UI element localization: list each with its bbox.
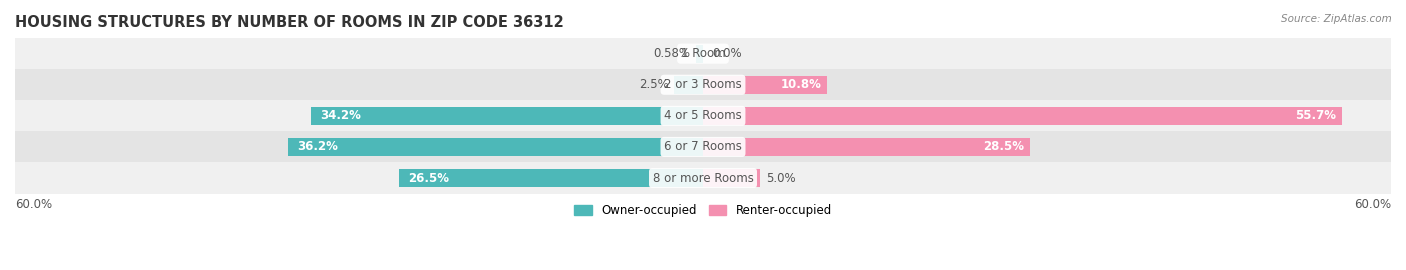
Bar — [703, 138, 1029, 156]
Bar — [15, 69, 1391, 100]
Bar — [15, 100, 1391, 131]
Text: 2.5%: 2.5% — [638, 78, 669, 91]
Text: 4 or 5 Rooms: 4 or 5 Rooms — [664, 109, 742, 122]
Text: 55.7%: 55.7% — [1295, 109, 1336, 122]
Text: 26.5%: 26.5% — [408, 171, 450, 184]
Bar — [703, 107, 1341, 125]
Bar — [15, 131, 1391, 163]
Text: 8 or more Rooms: 8 or more Rooms — [652, 171, 754, 184]
Bar — [703, 76, 827, 94]
Text: 6 or 7 Rooms: 6 or 7 Rooms — [664, 140, 742, 153]
Text: 0.0%: 0.0% — [713, 47, 742, 60]
Text: 60.0%: 60.0% — [1354, 198, 1391, 211]
Bar — [311, 107, 703, 125]
Text: 0.58%: 0.58% — [654, 47, 690, 60]
Bar — [399, 169, 703, 187]
Bar — [675, 76, 703, 94]
Text: 5.0%: 5.0% — [766, 171, 796, 184]
Text: 10.8%: 10.8% — [780, 78, 821, 91]
Text: HOUSING STRUCTURES BY NUMBER OF ROOMS IN ZIP CODE 36312: HOUSING STRUCTURES BY NUMBER OF ROOMS IN… — [15, 15, 564, 30]
Text: 2 or 3 Rooms: 2 or 3 Rooms — [664, 78, 742, 91]
Text: 34.2%: 34.2% — [321, 109, 361, 122]
Bar — [696, 45, 703, 63]
Text: 36.2%: 36.2% — [297, 140, 337, 153]
Text: 1 Room: 1 Room — [681, 47, 725, 60]
Bar — [703, 169, 761, 187]
Bar — [288, 138, 703, 156]
Legend: Owner-occupied, Renter-occupied: Owner-occupied, Renter-occupied — [569, 200, 837, 222]
Bar — [15, 163, 1391, 194]
Text: 60.0%: 60.0% — [15, 198, 52, 211]
Bar — [15, 38, 1391, 69]
Text: 28.5%: 28.5% — [983, 140, 1024, 153]
Text: Source: ZipAtlas.com: Source: ZipAtlas.com — [1281, 14, 1392, 23]
